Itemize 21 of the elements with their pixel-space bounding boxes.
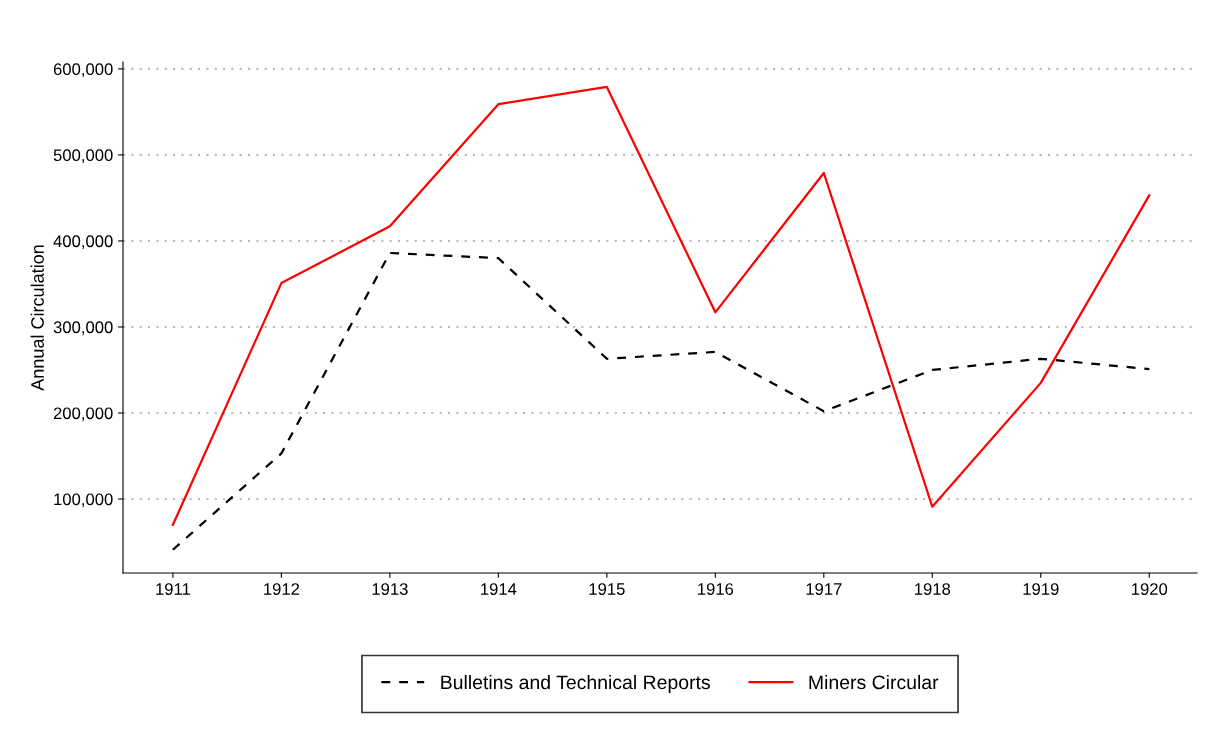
x-tick-label: 1916	[698, 583, 734, 595]
x-tick-label: 1919	[1023, 583, 1059, 595]
legend-label: Bulletins and Technical Reports	[441, 674, 710, 694]
x-tick-label: 1918	[915, 583, 951, 595]
y-tick-label: 200,000	[53, 407, 113, 422]
y-tick-label: 600,000	[53, 63, 113, 78]
x-tick-label: 1913	[372, 583, 408, 595]
x-tick-label: 1914	[481, 583, 517, 595]
y-tick-label: 100,000	[54, 493, 113, 508]
x-tick-label: 1911	[156, 583, 191, 595]
line-series	[171, 251, 1151, 551]
x-tick-label: 1912	[264, 583, 300, 595]
line-series	[171, 85, 1151, 526]
x-tick-label: 1917	[806, 583, 842, 595]
x-tick-label: 1915	[589, 583, 625, 595]
y-tick-label: 500,000	[53, 149, 113, 164]
x-tick-label: 1920	[1132, 583, 1168, 595]
y-tick-label: 300,000	[53, 321, 113, 336]
y-tick-label: 400,000	[53, 235, 113, 250]
y-axis-title: Annual Circulation	[30, 245, 44, 391]
legend-label: Miners Circular	[809, 674, 939, 690]
